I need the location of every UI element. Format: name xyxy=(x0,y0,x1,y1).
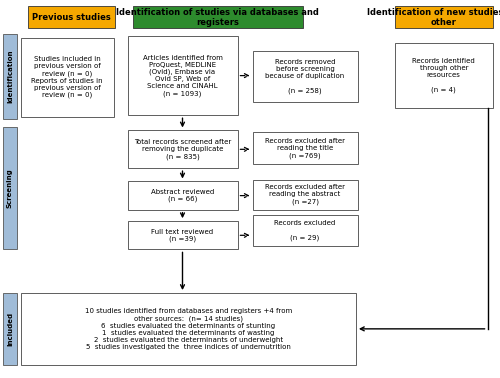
Bar xyxy=(3,34,17,119)
Bar xyxy=(3,293,17,365)
Text: 10 studies identified from databases and registers +4 from
other sources:  (n= 1: 10 studies identified from databases and… xyxy=(85,308,292,350)
Bar xyxy=(128,221,238,249)
Text: Records removed
before screening
because of duplication

(n = 258): Records removed before screening because… xyxy=(266,59,344,94)
Text: Identification of new studies via
other: Identification of new studies via other xyxy=(367,8,500,27)
Bar xyxy=(252,51,358,102)
Bar xyxy=(395,43,492,108)
Text: Studies included in
previous version of
review (n = 0)
Reports of studies in
pre: Studies included in previous version of … xyxy=(32,56,103,99)
Text: Identification of studies via databases and
registers: Identification of studies via databases … xyxy=(116,8,319,27)
Text: Full text reviewed
(n =39): Full text reviewed (n =39) xyxy=(152,229,214,242)
Bar xyxy=(252,180,358,210)
Text: Previous studies: Previous studies xyxy=(32,13,110,22)
Text: Screening: Screening xyxy=(7,168,13,208)
Text: Identification: Identification xyxy=(7,50,13,103)
Text: Records excluded after
reading the title
(n =769): Records excluded after reading the title… xyxy=(265,138,345,159)
Bar xyxy=(252,215,358,246)
Text: Articles identified from
ProQuest, MEDLINE
(Ovid), Embase via
Ovid SP, Web of
Sc: Articles identified from ProQuest, MEDLI… xyxy=(142,54,222,97)
Bar xyxy=(395,6,492,28)
Text: Records excluded

(n = 29): Records excluded (n = 29) xyxy=(274,220,336,241)
Text: Records excluded after
reading the abstract
(n =27): Records excluded after reading the abstr… xyxy=(265,184,345,205)
Bar xyxy=(252,132,358,164)
Text: Total records screened after
removing the duplicate
(n = 835): Total records screened after removing th… xyxy=(134,139,231,160)
Text: Abstract reviewed
(n = 66): Abstract reviewed (n = 66) xyxy=(151,189,214,202)
Bar xyxy=(132,6,302,28)
Text: Records identified
through other
resources

(n = 4): Records identified through other resourc… xyxy=(412,58,475,93)
Bar xyxy=(28,6,115,28)
Bar xyxy=(21,38,114,117)
Bar xyxy=(128,130,238,168)
Bar xyxy=(21,293,356,365)
Bar xyxy=(128,181,238,210)
Bar xyxy=(128,36,238,115)
Bar xyxy=(3,127,17,249)
Text: Included: Included xyxy=(7,312,13,346)
